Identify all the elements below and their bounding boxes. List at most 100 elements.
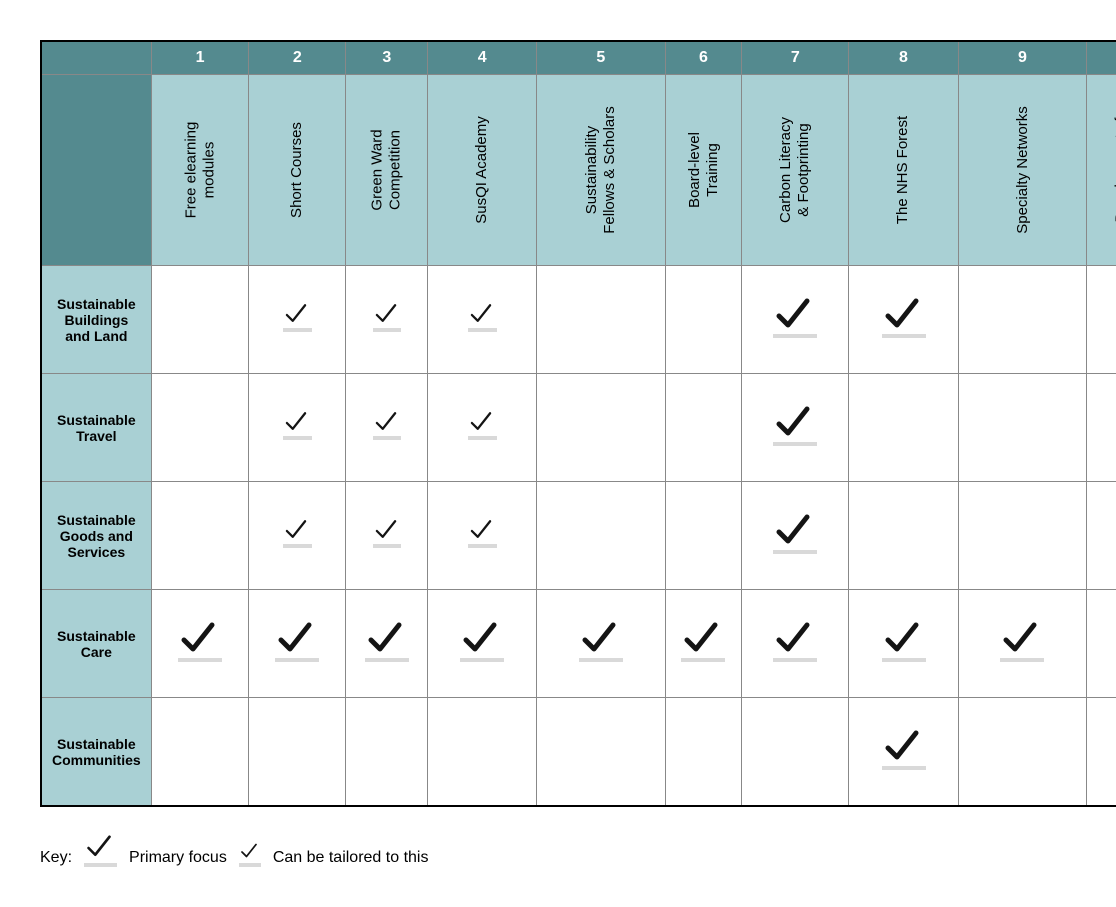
cell-r1-c3 [346,266,428,374]
cell-r5-c8 [849,698,958,807]
col-label-text: SusQI Academy [473,116,491,224]
col-number-6: 6 [665,41,742,75]
tick-secondary-icon [468,302,497,332]
col-label-2: Short Courses [249,75,346,266]
col-label-text: Green WardCompetition [369,129,405,210]
cell-r1-c8 [849,266,958,374]
cell-r5-c3 [346,698,428,807]
tick-primary-icon [365,620,409,662]
cell-r2-c9 [958,374,1087,482]
col-label-text: SustainabilityFellows & Scholars [583,106,619,234]
tick-primary-icon [882,620,926,662]
cell-r2-c5 [537,374,666,482]
col-number-9: 9 [958,41,1087,75]
tick-secondary-icon [373,302,402,332]
col-label-text: Board-levelTraining [685,132,721,208]
cell-r5-c1 [151,698,249,807]
cell-r2-c2 [249,374,346,482]
key-legend: Key: Primary focus Can be tailored to th… [40,833,1076,867]
tick-secondary-icon [468,518,497,548]
col-number-7: 7 [742,41,849,75]
matrix-table-wrapper: 12345678910Free elearningmodulesShort Co… [40,40,1076,807]
tick-primary-icon [579,620,623,662]
cell-r3-c7 [742,482,849,590]
col-label-10: Development ofSustainabilityStrategy [1087,75,1116,266]
cell-r1-c7 [742,266,849,374]
cell-r1-c5 [537,266,666,374]
tick-secondary-icon [283,410,312,440]
cell-r4-c8 [849,590,958,698]
tick-primary-icon [773,404,817,446]
tick-secondary-icon [373,518,402,548]
col-label-3: Green WardCompetition [346,75,428,266]
cell-r3-c5 [537,482,666,590]
cell-r1-c2 [249,266,346,374]
row-label-5: Sustainable Communities [41,698,151,807]
col-label-4: SusQI Academy [428,75,537,266]
col-label-6: Board-levelTraining [665,75,742,266]
col-label-text: The NHS Forest [895,116,913,224]
col-label-text: Specialty Networks [1013,106,1031,234]
cell-r3-c2 [249,482,346,590]
col-number-4: 4 [428,41,537,75]
key-primary-text: Primary focus [129,849,227,867]
col-number-5: 5 [537,41,666,75]
tick-secondary-icon [468,410,497,440]
cell-r4-c3 [346,590,428,698]
cell-r2-c10 [1087,374,1116,482]
cell-r3-c1 [151,482,249,590]
col-label-text: Carbon Literacy& Footprinting [777,117,813,223]
col-number-10: 10 [1087,41,1116,75]
row-label-4: Sustainable Care [41,590,151,698]
key-label: Key: [40,849,72,867]
tick-primary-icon [178,620,222,662]
tick-primary-icon [1000,620,1044,662]
cell-r1-c1 [151,266,249,374]
tick-primary-icon [681,620,725,662]
cell-r2-c6 [665,374,742,482]
col-label-7: Carbon Literacy& Footprinting [742,75,849,266]
cell-r1-c4 [428,266,537,374]
row-label-1: Sustainable Buildings and Land [41,266,151,374]
row-label-3: Sustainable Goods and Services [41,482,151,590]
cell-r3-c8 [849,482,958,590]
matrix-tbody: Sustainable Buildings and Land Sustainab… [41,266,1116,807]
col-label-text: Free elearningmodules [182,122,218,219]
tick-secondary-icon [373,410,402,440]
cell-r5-c5 [537,698,666,807]
key-secondary-tick [239,842,261,867]
key-primary-tick [84,833,117,867]
cell-r4-c10 [1087,590,1116,698]
cell-r2-c8 [849,374,958,482]
cell-r4-c4 [428,590,537,698]
cell-r1-c6 [665,266,742,374]
cell-r4-c6 [665,590,742,698]
tick-primary-icon [773,296,817,338]
tick-primary-icon [275,620,319,662]
tick-primary-icon [773,620,817,662]
cell-r5-c9 [958,698,1087,807]
col-label-8: The NHS Forest [849,75,958,266]
cell-r4-c7 [742,590,849,698]
cell-r4-c5 [537,590,666,698]
cell-r4-c9 [958,590,1087,698]
cell-r3-c10 [1087,482,1116,590]
corner-top [41,41,151,75]
cell-r5-c2 [249,698,346,807]
col-label-5: SustainabilityFellows & Scholars [537,75,666,266]
col-number-8: 8 [849,41,958,75]
col-label-text: Short Courses [288,122,306,218]
cell-r4-c2 [249,590,346,698]
col-number-3: 3 [346,41,428,75]
cell-r3-c3 [346,482,428,590]
cell-r5-c6 [665,698,742,807]
tick-primary-icon [882,728,926,770]
col-label-9: Specialty Networks [958,75,1087,266]
cell-r4-c1 [151,590,249,698]
tick-secondary-icon [283,302,312,332]
matrix-thead: 12345678910Free elearningmodulesShort Co… [41,41,1116,266]
cell-r1-c9 [958,266,1087,374]
cell-r5-c7 [742,698,849,807]
col-label-1: Free elearningmodules [151,75,249,266]
tick-primary-icon [773,512,817,554]
